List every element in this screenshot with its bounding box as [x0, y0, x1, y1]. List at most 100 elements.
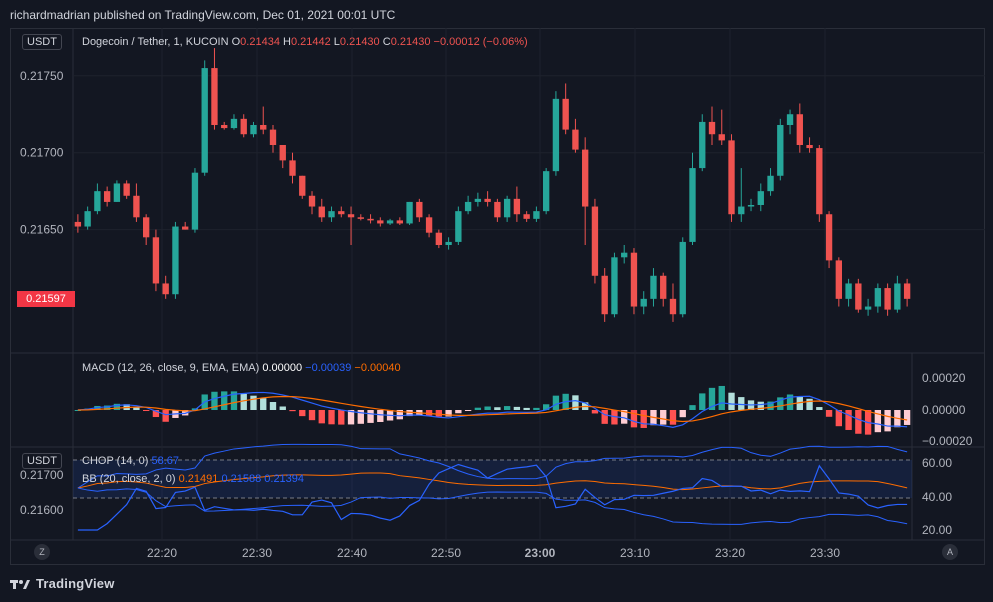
chop-title[interactable]: CHOP (14, 0)	[82, 455, 149, 467]
macd-histogram-bar	[669, 410, 677, 425]
candle-body	[542, 171, 550, 212]
last-price-tag: 0.21597	[17, 291, 75, 307]
bb-tick-label: 0.21600	[20, 503, 64, 517]
candle-body	[113, 183, 121, 202]
x-tick-label: 22:20	[147, 546, 177, 560]
candle-body	[825, 214, 833, 261]
candle-body	[435, 232, 443, 245]
macd-histogram-bar	[250, 395, 257, 410]
close-value: 0.21430	[390, 36, 431, 48]
candle-body	[289, 160, 296, 176]
timezone-z-button[interactable]: Z	[34, 544, 50, 560]
chop-tick-label: 20.00	[922, 523, 952, 537]
footer: TradingView	[10, 576, 115, 591]
macd-histogram-bar	[630, 410, 638, 428]
candle-body	[318, 206, 325, 218]
candle-body	[630, 252, 638, 307]
candle-body	[845, 283, 852, 299]
candle-body	[299, 175, 306, 196]
candle-body	[240, 118, 247, 135]
auto-scale-a-button[interactable]: A	[942, 544, 958, 560]
macd-value-3: −0.00040	[354, 362, 401, 374]
bb-value-3: 0.21394	[264, 473, 305, 485]
macd-histogram-bar	[728, 392, 735, 410]
low-label: L	[333, 36, 340, 48]
candle-body	[162, 283, 169, 295]
candle-body	[796, 114, 803, 145]
currency-button[interactable]: USDT	[22, 34, 62, 50]
candle-body	[474, 198, 482, 202]
y-tick-label: 0.21650	[20, 223, 64, 237]
candle-body	[611, 257, 618, 315]
macd-tick-label: 0.00000	[922, 403, 966, 417]
candle-body	[738, 206, 745, 215]
macd-title[interactable]: MACD (12, 26, close, 9, EMA, EMA)	[82, 362, 260, 374]
candle-body	[123, 183, 130, 196]
macd-histogram-bar	[230, 391, 238, 410]
bb-title[interactable]: BB (20, close, 2, 0)	[82, 473, 176, 485]
candle-body	[142, 217, 150, 238]
macd-histogram-bar	[221, 391, 228, 410]
candle-body	[279, 145, 286, 161]
macd-histogram-bar	[396, 410, 403, 420]
macd-histogram-bar	[640, 410, 647, 428]
x-tick-label: 23:30	[810, 546, 840, 560]
candle-body	[728, 140, 735, 215]
candle-body	[708, 121, 716, 135]
macd-histogram-bar	[660, 410, 667, 425]
main-legend: Dogecoin / Tether, 1, KUCOIN O0.21434 H0…	[82, 36, 528, 48]
macd-histogram-bar	[601, 410, 608, 424]
macd-histogram-bar	[357, 410, 364, 424]
chart-frame	[10, 28, 985, 565]
candle-body	[260, 125, 267, 130]
candle-body	[221, 125, 228, 129]
candle-body	[445, 241, 452, 245]
footer-brand[interactable]: TradingView	[36, 576, 115, 591]
macd-histogram-bar	[903, 410, 911, 425]
candle-body	[660, 275, 667, 299]
macd-histogram-bar	[338, 410, 345, 425]
macd-histogram-bar	[884, 410, 891, 432]
macd-histogram-bar	[455, 410, 462, 414]
low-value: 0.21430	[339, 36, 380, 48]
macd-histogram-bar	[435, 410, 443, 417]
macd-histogram-bar	[289, 410, 296, 412]
candle-body	[94, 191, 101, 212]
candle-body	[699, 121, 706, 169]
candle-body	[152, 237, 160, 284]
macd-tick-label: 0.00020	[922, 371, 966, 385]
candle-body	[425, 217, 433, 233]
candle-body	[484, 198, 491, 202]
candle-body	[503, 198, 511, 218]
bb-basis-line	[77, 472, 908, 491]
candle-body	[582, 149, 589, 207]
macd-signal-line	[77, 395, 908, 423]
macd-histogram-bar	[425, 410, 433, 416]
chop-value: 58.67	[151, 455, 180, 467]
chop-tick-label: 40.00	[922, 490, 952, 504]
chop-legend: CHOP (14, 0) 58.67	[82, 455, 179, 467]
candle-body	[523, 214, 530, 219]
candle-body	[455, 211, 462, 242]
bb-value-2: 0.21588	[221, 473, 262, 485]
candle-body	[679, 241, 686, 315]
macd-histogram-bar	[611, 410, 618, 425]
candle-body	[347, 214, 355, 218]
candle-body	[464, 201, 472, 212]
candle-body	[533, 211, 540, 219]
candle-body	[367, 218, 374, 221]
macd-histogram-bar	[572, 395, 579, 410]
symbol-title[interactable]: Dogecoin / Tether, 1, KUCOIN	[82, 36, 229, 48]
candle-body	[718, 134, 725, 141]
chop-currency-button[interactable]: USDT	[22, 453, 62, 469]
open-label: O	[231, 36, 241, 48]
macd-histogram-bar	[825, 410, 833, 417]
high-value: 0.21442	[290, 36, 331, 48]
candle-body	[855, 283, 862, 310]
bb-upper-line	[77, 443, 908, 489]
candle-body	[269, 129, 277, 145]
macd-histogram-bar	[308, 410, 316, 421]
macd-histogram-bar	[533, 407, 540, 410]
macd-histogram-bar	[318, 410, 325, 424]
